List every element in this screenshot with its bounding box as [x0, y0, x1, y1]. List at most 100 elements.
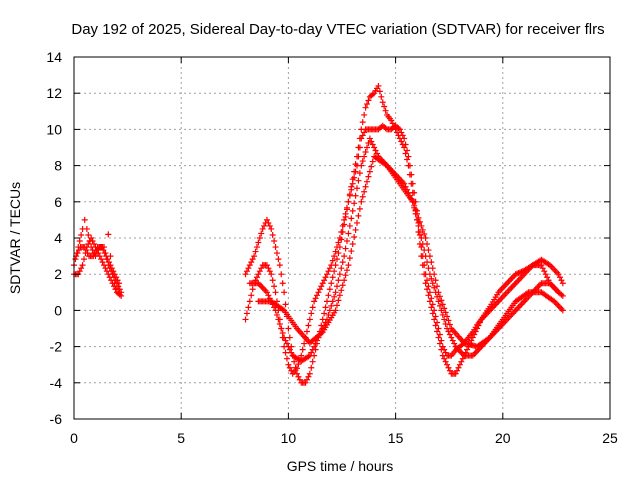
data-point: [91, 250, 98, 257]
data-point: [345, 262, 352, 269]
data-point: [436, 293, 443, 300]
data-point: [76, 247, 83, 254]
data-point: [361, 188, 368, 195]
data-point: [108, 277, 115, 284]
data-point: [542, 271, 549, 278]
data-point: [341, 277, 348, 284]
data-point: [306, 352, 313, 359]
data-point: [405, 153, 412, 160]
data-point: [285, 361, 292, 368]
data-point: [113, 285, 120, 292]
data-point: [105, 231, 112, 238]
data-point: [344, 204, 351, 211]
data-point: [348, 186, 355, 193]
data-point: [93, 247, 100, 254]
data-point: [432, 322, 439, 329]
data-point: [271, 238, 278, 245]
x-tick-label: 10: [281, 430, 297, 446]
data-point: [261, 222, 268, 229]
data-point: [356, 205, 363, 212]
data-point: [339, 282, 346, 289]
data-point: [309, 304, 316, 311]
data-point: [432, 313, 439, 320]
data-point: [316, 286, 323, 293]
data-point: [444, 361, 451, 368]
data-point: [429, 280, 436, 287]
data-point: [333, 302, 340, 309]
data-point: [344, 267, 351, 274]
data-point: [424, 286, 431, 293]
data-point: [398, 138, 405, 145]
data-point: [356, 170, 363, 177]
data-point: [273, 311, 280, 318]
data-point: [442, 309, 449, 316]
data-point: [368, 138, 375, 145]
data-point: [541, 268, 548, 275]
data-point: [365, 97, 372, 104]
data-point: [295, 373, 302, 380]
data-point: [411, 189, 418, 196]
data-point: [349, 180, 356, 187]
data-point: [434, 283, 441, 290]
data-point: [242, 316, 249, 323]
data-point: [91, 241, 98, 248]
data-point: [303, 376, 310, 383]
data-point: [428, 275, 435, 282]
data-point: [78, 231, 85, 238]
data-point: [381, 103, 388, 110]
data-point: [265, 219, 272, 226]
data-point: [374, 150, 381, 157]
data-point: [276, 262, 283, 269]
data-point: [444, 313, 451, 320]
data-point: [449, 337, 456, 344]
data-point: [429, 301, 436, 308]
data-point: [248, 259, 255, 266]
data-point: [431, 316, 438, 323]
data-point: [118, 292, 125, 299]
data-point: [103, 268, 110, 275]
data-point: [285, 343, 292, 350]
data-point: [268, 225, 275, 232]
data-point: [286, 364, 293, 371]
data-point: [332, 307, 339, 314]
data-point: [84, 250, 91, 257]
data-point: [421, 262, 428, 269]
data-point: [398, 129, 405, 136]
data-point: [256, 235, 263, 241]
data-point: [372, 147, 379, 154]
data-point: [401, 135, 408, 142]
data-point: [76, 268, 83, 275]
data-point: [245, 265, 252, 272]
data-point: [256, 268, 263, 275]
series-arc-2b: [242, 122, 566, 377]
data-point: [428, 259, 435, 266]
data-point: [351, 233, 358, 240]
axis-ticks: 0 5 10 15 20 25 -6 -4 -2 0 2 4 6 8 10 12 14: [46, 49, 618, 446]
data-point: [109, 271, 116, 278]
data-point: [85, 231, 92, 238]
data-point: [412, 206, 419, 213]
data-point: [283, 355, 290, 362]
data-point: [98, 256, 105, 263]
data-points: [71, 82, 566, 386]
data-point: [333, 283, 340, 290]
data-point: [306, 370, 313, 377]
data-point: [341, 216, 348, 223]
data-point: [278, 271, 285, 278]
data-point: [302, 379, 309, 386]
data-point: [301, 340, 308, 347]
data-point: [283, 340, 290, 347]
x-tick-label: 15: [388, 430, 404, 446]
data-point: [361, 129, 368, 136]
data-point: [356, 144, 363, 151]
data-point: [282, 337, 289, 344]
data-point: [346, 222, 353, 229]
data-point: [72, 256, 79, 263]
data-point: [326, 286, 333, 293]
data-point: [286, 346, 293, 353]
data-point: [338, 287, 345, 294]
data-point: [272, 289, 279, 296]
data-point: [298, 352, 305, 359]
data-point: [439, 343, 446, 350]
data-point: [326, 265, 333, 272]
